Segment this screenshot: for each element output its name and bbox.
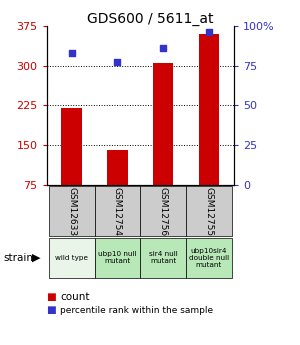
Point bbox=[206, 29, 211, 35]
Bar bbox=[61, 108, 82, 224]
Text: GSM12755: GSM12755 bbox=[204, 187, 213, 236]
Text: ▶: ▶ bbox=[32, 253, 40, 263]
Text: ■: ■ bbox=[46, 306, 56, 315]
Bar bbox=[49, 238, 94, 278]
Bar bbox=[107, 150, 128, 224]
Text: wild type: wild type bbox=[55, 255, 88, 261]
Text: ubp10sir4
double null
mutant: ubp10sir4 double null mutant bbox=[189, 248, 229, 268]
Text: GDS600 / 5611_at: GDS600 / 5611_at bbox=[87, 12, 213, 26]
Bar bbox=[49, 186, 94, 236]
Point bbox=[69, 50, 74, 56]
Text: count: count bbox=[60, 292, 89, 302]
Text: GSM12633: GSM12633 bbox=[67, 187, 76, 236]
Bar bbox=[94, 238, 140, 278]
Text: sir4 null
mutant: sir4 null mutant bbox=[149, 252, 178, 264]
Text: GSM12754: GSM12754 bbox=[113, 187, 122, 236]
Bar bbox=[94, 186, 140, 236]
Bar bbox=[186, 238, 232, 278]
Point bbox=[161, 45, 166, 51]
Text: GSM12756: GSM12756 bbox=[159, 187, 168, 236]
Bar bbox=[199, 34, 219, 224]
Bar bbox=[140, 186, 186, 236]
Text: percentile rank within the sample: percentile rank within the sample bbox=[60, 306, 213, 315]
Text: ■: ■ bbox=[46, 292, 56, 302]
Point bbox=[115, 60, 120, 65]
Bar bbox=[140, 238, 186, 278]
Text: ubp10 null
mutant: ubp10 null mutant bbox=[98, 252, 136, 264]
Bar bbox=[153, 63, 173, 224]
Bar bbox=[186, 186, 232, 236]
Text: strain: strain bbox=[3, 253, 33, 263]
